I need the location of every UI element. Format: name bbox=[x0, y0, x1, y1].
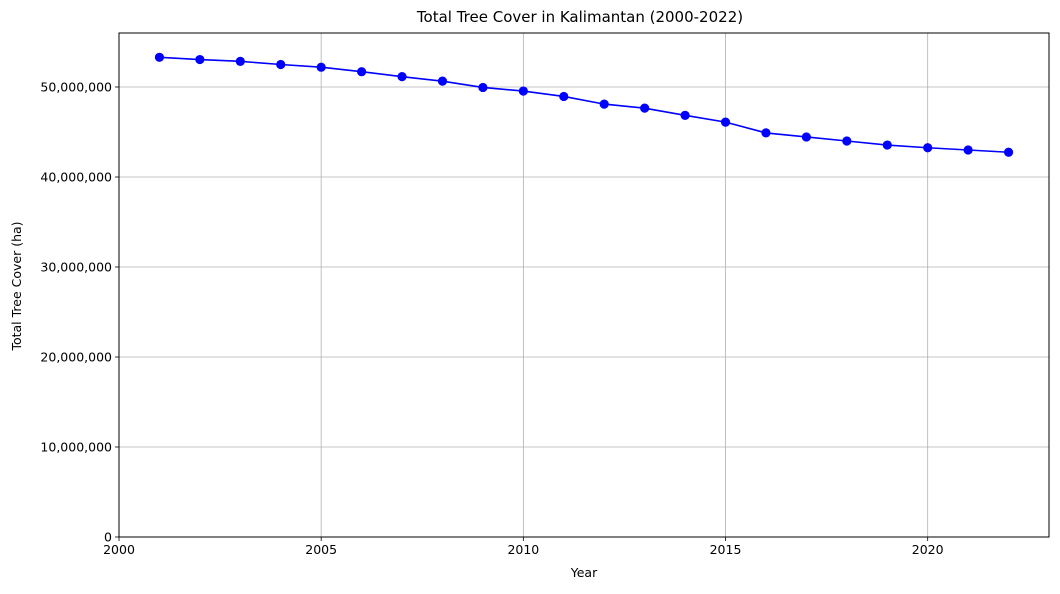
y-axis-label: Total Tree Cover (ha) bbox=[9, 221, 24, 351]
y-tick-label: 0 bbox=[104, 530, 112, 545]
data-point bbox=[640, 103, 650, 113]
series-line bbox=[159, 56, 1009, 154]
grid-lines bbox=[118, 33, 1049, 538]
y-tick-label: 20,000,000 bbox=[40, 350, 112, 365]
series-layer bbox=[154, 52, 1014, 157]
data-point bbox=[518, 86, 528, 96]
data-point bbox=[478, 82, 488, 93]
x-tick-label: 2010 bbox=[507, 542, 539, 557]
data-point bbox=[882, 140, 892, 150]
data-point bbox=[680, 110, 690, 120]
x-tick-label: 2005 bbox=[305, 542, 337, 557]
x-tick-label: 2020 bbox=[912, 542, 944, 557]
data-point bbox=[1003, 147, 1014, 157]
data-point bbox=[842, 136, 852, 146]
plot-area bbox=[118, 32, 1050, 538]
y-tick-label: 30,000,000 bbox=[40, 260, 112, 275]
y-tick-label: 40,000,000 bbox=[40, 170, 112, 185]
chart-title: Total Tree Cover in Kalimantan (2000-202… bbox=[416, 8, 743, 26]
data-point bbox=[599, 99, 609, 109]
data-point bbox=[720, 117, 731, 127]
data-point bbox=[235, 56, 245, 66]
x-axis-label: Year bbox=[570, 565, 598, 580]
data-point bbox=[923, 143, 933, 153]
data-point bbox=[963, 145, 973, 155]
x-tick-label: 2000 bbox=[103, 542, 135, 557]
x-axis: 2000 2005 2010 2015 2020 bbox=[103, 537, 944, 557]
data-point bbox=[357, 67, 367, 77]
data-point bbox=[801, 132, 811, 142]
data-point bbox=[559, 91, 569, 102]
data-point bbox=[154, 52, 165, 62]
y-tick-label: 50,000,000 bbox=[40, 80, 112, 95]
y-tick-label: 10,000,000 bbox=[40, 440, 112, 455]
data-point bbox=[316, 62, 326, 72]
data-point bbox=[195, 54, 205, 65]
data-point bbox=[761, 128, 771, 138]
x-tick-label: 2015 bbox=[710, 542, 742, 557]
data-point bbox=[276, 59, 286, 70]
data-point bbox=[397, 72, 407, 82]
data-point bbox=[437, 76, 448, 86]
y-axis: 0 10,000,000 20,000,000 30,000,000 40,000,00… bbox=[40, 80, 119, 545]
